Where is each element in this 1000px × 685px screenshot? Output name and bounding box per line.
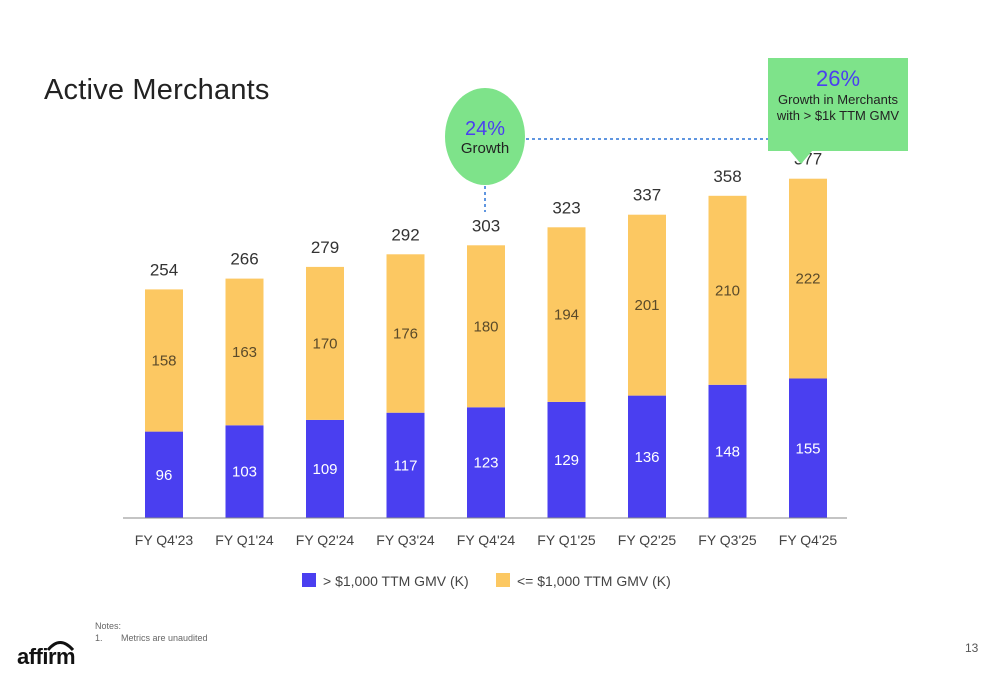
bar-segment-top: [225, 278, 264, 426]
x-tick-label: FY Q2'25: [618, 532, 677, 548]
bar-segment-top: [386, 254, 425, 413]
page-title: Active Merchants: [44, 74, 270, 106]
legend-swatch-bottom-series: [302, 573, 316, 587]
bar-segment-bottom: [789, 378, 827, 518]
affirm-logo-arc: [46, 641, 75, 651]
data-label-top: 163: [232, 344, 257, 361]
data-label-bottom: 117: [394, 457, 418, 474]
growth-callout-percent: 26%: [815, 66, 861, 91]
data-label-total: 358: [713, 167, 741, 186]
data-label-bottom: 96: [156, 467, 173, 484]
data-label-bottom: 103: [232, 464, 257, 481]
note-number: 1.: [95, 633, 103, 643]
bar-segment-top: [306, 266, 344, 420]
x-tick-label: FY Q1'25: [537, 532, 596, 548]
bar-segment-bottom: [467, 407, 505, 518]
data-label-top: 176: [393, 326, 418, 343]
data-label-total: 254: [150, 260, 178, 279]
bar-segment-bottom: [708, 384, 747, 518]
data-label-total: 292: [391, 225, 419, 244]
data-label-top: 180: [473, 318, 498, 335]
data-label-total: 303: [472, 216, 500, 235]
data-label-bottom: 136: [634, 449, 659, 466]
x-tick-label: FY Q4'24: [457, 532, 516, 548]
x-tick-label: FY Q1'24: [215, 532, 274, 548]
bar-segment-bottom: [547, 401, 586, 518]
bar-segment-bottom: [145, 431, 183, 518]
x-tick-label: FY Q2'24: [296, 532, 355, 548]
data-label-bottom: 129: [554, 452, 579, 469]
data-label-total: 323: [552, 198, 580, 217]
growth-callout-label: Growth in Merchants with > $1k TTM GMV: [776, 92, 900, 123]
x-tick-label: FY Q4'23: [135, 532, 194, 548]
x-tick-label: FY Q3'25: [698, 532, 757, 548]
data-label-bottom: 123: [473, 455, 498, 472]
bar-segment-top: [708, 195, 747, 385]
legend: > $1,000 TTM GMV (K) <= $1,000 TTM GMV (…: [302, 573, 671, 589]
bar-segment-bottom: [225, 425, 264, 518]
data-label-total: 279: [311, 238, 339, 257]
data-label-top: 170: [312, 335, 337, 352]
data-label-top: 201: [634, 297, 659, 314]
note-item: 1. Metrics are unaudited: [95, 632, 208, 644]
growth-bubble-label: Growth: [460, 140, 510, 157]
data-label-top: 194: [554, 307, 579, 324]
data-label-total: 266: [230, 250, 258, 269]
growth-callout: 26% Growth in Merchants with > $1k TTM G…: [768, 58, 908, 151]
data-label-top: 210: [715, 282, 740, 299]
data-label-bottom: 109: [312, 461, 337, 478]
x-tick-label: FY Q4'25: [779, 532, 838, 548]
affirm-logo: affirm: [17, 644, 76, 669]
data-label-top: 222: [795, 271, 820, 288]
x-tick-label: FY Q3'24: [376, 532, 435, 548]
data-label-bottom: 148: [715, 443, 740, 460]
bar-segment-top: [467, 245, 505, 408]
legend-label-top-series: <= $1,000 TTM GMV (K): [517, 573, 671, 589]
bar-segment-top: [628, 214, 666, 396]
page-number: 13: [965, 641, 979, 655]
bar-segment-top: [145, 289, 183, 432]
data-label-total: 337: [633, 186, 661, 205]
notes-heading: Notes:: [95, 621, 122, 631]
legend-swatch-top-series: [496, 573, 510, 587]
growth-bubble: 24% Growth: [445, 88, 525, 185]
data-label-top: 158: [151, 353, 176, 370]
bar-segment-bottom: [628, 395, 666, 518]
data-label-bottom: 155: [795, 440, 820, 457]
bar-segment-bottom: [306, 419, 344, 518]
bar-segment-bottom: [386, 412, 425, 518]
note-text: Metrics are unaudited: [121, 633, 208, 643]
growth-bubble-percent: 24%: [464, 118, 506, 140]
notes: Notes: 1. Metrics are unaudited: [95, 620, 208, 644]
callout-pointer: [790, 151, 812, 164]
bar-segment-top: [789, 178, 827, 379]
bar-segment-top: [547, 227, 586, 402]
legend-label-bottom-series: > $1,000 TTM GMV (K): [323, 573, 469, 589]
